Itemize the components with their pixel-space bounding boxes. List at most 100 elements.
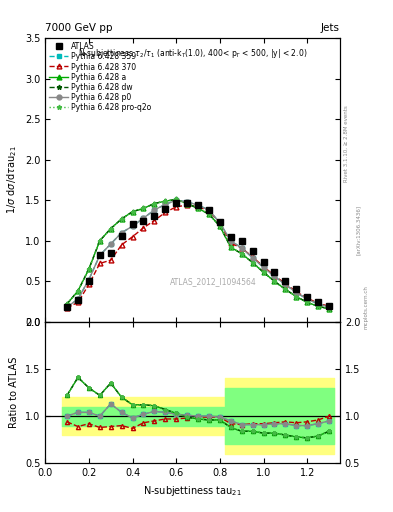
Pythia 6.428 a bbox=[283, 286, 288, 292]
Pythia 6.428 370 bbox=[130, 233, 135, 240]
Pythia 6.428 a bbox=[163, 198, 168, 204]
Line: Pythia 6.428 359: Pythia 6.428 359 bbox=[64, 198, 331, 310]
Pythia 6.428 a bbox=[217, 223, 222, 229]
Pythia 6.428 359 bbox=[141, 215, 146, 221]
Pythia 6.428 dw bbox=[272, 278, 277, 284]
Pythia 6.428 pro-q2o bbox=[75, 288, 80, 294]
Pythia 6.428 p0 bbox=[239, 245, 244, 251]
Pythia 6.428 pro-q2o bbox=[272, 278, 277, 284]
Pythia 6.428 p0 bbox=[119, 229, 124, 236]
Pythia 6.428 dw bbox=[316, 303, 320, 309]
Pythia 6.428 p0 bbox=[305, 296, 310, 302]
Pythia 6.428 a bbox=[305, 299, 310, 305]
Pythia 6.428 370 bbox=[196, 204, 200, 210]
Pythia 6.428 a bbox=[196, 205, 200, 211]
Pythia 6.428 370 bbox=[217, 220, 222, 226]
Pythia 6.428 a bbox=[108, 226, 113, 232]
Line: Pythia 6.428 a: Pythia 6.428 a bbox=[64, 197, 331, 311]
Pythia 6.428 pro-q2o bbox=[283, 286, 288, 292]
Pythia 6.428 370 bbox=[327, 303, 331, 309]
Pythia 6.428 370 bbox=[261, 264, 266, 270]
Pythia 6.428 pro-q2o bbox=[327, 306, 331, 312]
Pythia 6.428 dw bbox=[239, 251, 244, 257]
Pythia 6.428 dw bbox=[108, 226, 113, 232]
ATLAS bbox=[250, 248, 255, 254]
Pythia 6.428 370 bbox=[119, 242, 124, 248]
Pythia 6.428 p0 bbox=[217, 220, 222, 226]
Pythia 6.428 dw bbox=[185, 201, 189, 207]
Pythia 6.428 p0 bbox=[163, 201, 168, 207]
ATLAS bbox=[152, 212, 157, 219]
Pythia 6.428 359 bbox=[163, 201, 168, 207]
Pythia 6.428 dw bbox=[228, 244, 233, 250]
Pythia 6.428 a bbox=[207, 211, 211, 217]
Pythia 6.428 a bbox=[141, 205, 146, 211]
Text: mcplots.cern.ch: mcplots.cern.ch bbox=[364, 285, 369, 329]
Pythia 6.428 370 bbox=[141, 225, 146, 231]
Pythia 6.428 p0 bbox=[75, 296, 80, 302]
Pythia 6.428 dw bbox=[207, 211, 211, 217]
Pythia 6.428 dw bbox=[174, 197, 178, 203]
Text: N-subjettiness $\tau_2/\tau_1$ (anti-k$_T$(1.0), 400< p$_T$ < 500, |y| < 2.0): N-subjettiness $\tau_2/\tau_1$ (anti-k$_… bbox=[78, 47, 307, 60]
Text: 7000 GeV pp: 7000 GeV pp bbox=[45, 23, 113, 33]
Pythia 6.428 dw bbox=[294, 293, 299, 300]
ATLAS bbox=[119, 233, 124, 239]
Pythia 6.428 a bbox=[97, 238, 102, 244]
Pythia 6.428 359 bbox=[185, 199, 189, 205]
Y-axis label: Ratio to ATLAS: Ratio to ATLAS bbox=[9, 357, 19, 428]
Pythia 6.428 pro-q2o bbox=[185, 201, 189, 207]
Pythia 6.428 dw bbox=[65, 301, 70, 307]
Pythia 6.428 a bbox=[294, 293, 299, 300]
Pythia 6.428 359 bbox=[86, 276, 91, 283]
ATLAS bbox=[272, 269, 277, 275]
Pythia 6.428 dw bbox=[97, 238, 102, 244]
Pythia 6.428 359 bbox=[283, 282, 288, 288]
Pythia 6.428 pro-q2o bbox=[86, 266, 91, 272]
Pythia 6.428 359 bbox=[97, 252, 102, 259]
Pythia 6.428 p0 bbox=[97, 252, 102, 259]
Pythia 6.428 359 bbox=[174, 197, 178, 203]
Pythia 6.428 370 bbox=[239, 245, 244, 251]
Pythia 6.428 pro-q2o bbox=[305, 299, 310, 305]
Pythia 6.428 370 bbox=[86, 282, 91, 288]
ATLAS bbox=[207, 207, 211, 213]
Pythia 6.428 pro-q2o bbox=[65, 301, 70, 307]
ATLAS bbox=[97, 252, 102, 259]
Pythia 6.428 a bbox=[65, 301, 70, 307]
ATLAS bbox=[239, 238, 244, 244]
Pythia 6.428 370 bbox=[75, 299, 80, 305]
ATLAS bbox=[141, 218, 146, 224]
Pythia 6.428 p0 bbox=[250, 254, 255, 261]
Pythia 6.428 359 bbox=[316, 301, 320, 307]
ATLAS bbox=[316, 299, 320, 305]
Pythia 6.428 pro-q2o bbox=[217, 223, 222, 229]
ATLAS bbox=[305, 293, 310, 300]
Pythia 6.428 p0 bbox=[283, 282, 288, 288]
Pythia 6.428 p0 bbox=[327, 304, 331, 310]
Pythia 6.428 p0 bbox=[108, 241, 113, 247]
Pythia 6.428 359 bbox=[130, 223, 135, 229]
Pythia 6.428 pro-q2o bbox=[108, 226, 113, 232]
ATLAS bbox=[217, 219, 222, 225]
Text: Jets: Jets bbox=[321, 23, 340, 33]
Pythia 6.428 dw bbox=[86, 266, 91, 272]
ATLAS bbox=[65, 304, 70, 310]
Pythia 6.428 p0 bbox=[86, 276, 91, 283]
Pythia 6.428 dw bbox=[119, 216, 124, 222]
Pythia 6.428 pro-q2o bbox=[163, 198, 168, 204]
Text: ATLAS_2012_I1094564: ATLAS_2012_I1094564 bbox=[170, 278, 257, 287]
Pythia 6.428 dw bbox=[250, 260, 255, 266]
Pythia 6.428 p0 bbox=[272, 273, 277, 280]
Pythia 6.428 pro-q2o bbox=[239, 251, 244, 257]
X-axis label: N-subjettiness tau$_{21}$: N-subjettiness tau$_{21}$ bbox=[143, 484, 242, 498]
Pythia 6.428 370 bbox=[207, 208, 211, 214]
Pythia 6.428 p0 bbox=[65, 304, 70, 310]
Line: Pythia 6.428 pro-q2o: Pythia 6.428 pro-q2o bbox=[64, 197, 331, 311]
Pythia 6.428 dw bbox=[305, 299, 310, 305]
ATLAS bbox=[261, 259, 266, 265]
Pythia 6.428 370 bbox=[294, 289, 299, 295]
Pythia 6.428 pro-q2o bbox=[250, 260, 255, 266]
Pythia 6.428 370 bbox=[152, 218, 157, 224]
ATLAS bbox=[294, 286, 299, 292]
Pythia 6.428 a bbox=[239, 251, 244, 257]
